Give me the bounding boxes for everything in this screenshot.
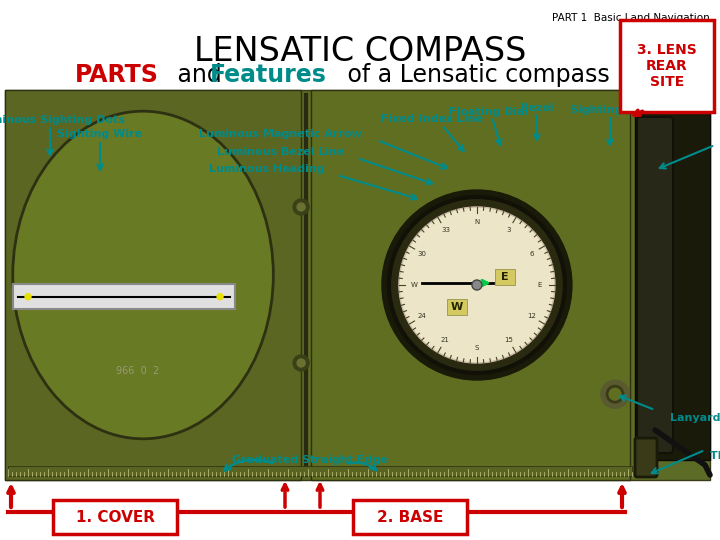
Bar (5, 90, 710, 480)
Circle shape (389, 197, 565, 373)
Text: Luminous Sighting Dots: Luminous Sighting Dots (0, 115, 125, 125)
Text: E: E (501, 272, 509, 282)
FancyBboxPatch shape (637, 117, 673, 453)
Circle shape (297, 203, 305, 211)
Text: 3. LENS
REAR
SITE: 3. LENS REAR SITE (637, 43, 697, 89)
Text: 6: 6 (529, 251, 534, 256)
Text: 3: 3 (506, 227, 510, 233)
Bar (13, 284, 235, 309)
Bar (311, 90, 630, 480)
Text: 33: 33 (441, 227, 450, 233)
Text: 966  0  2: 966 0 2 (117, 366, 160, 376)
Bar (635, 110, 710, 460)
Text: LENSATIC COMPASS: LENSATIC COMPASS (194, 35, 526, 68)
Text: 21: 21 (441, 336, 450, 342)
Text: E: E (538, 282, 542, 288)
FancyBboxPatch shape (53, 500, 177, 534)
Text: 15: 15 (504, 336, 513, 342)
Text: 30: 30 (418, 251, 427, 256)
Text: Luminous Magnetic Arrow: Luminous Magnetic Arrow (199, 129, 362, 139)
Text: 1. COVER: 1. COVER (76, 510, 155, 524)
Text: Features: Features (210, 63, 327, 87)
Ellipse shape (13, 111, 274, 439)
Text: W: W (410, 282, 418, 288)
Text: 24: 24 (418, 314, 427, 320)
Bar (495, 269, 515, 285)
Text: 12: 12 (527, 314, 536, 320)
Bar (447, 299, 467, 315)
Text: Floating Dial: Floating Dial (449, 107, 528, 117)
Text: W: W (451, 302, 463, 312)
Text: PART 1  Basic Land Navigation: PART 1 Basic Land Navigation (552, 13, 710, 23)
Circle shape (399, 207, 555, 363)
FancyBboxPatch shape (635, 438, 657, 477)
Text: and: and (170, 63, 229, 87)
Text: Sighting Wire: Sighting Wire (58, 129, 143, 139)
FancyBboxPatch shape (353, 500, 467, 534)
Text: Luminous Bezel Line: Luminous Bezel Line (217, 147, 345, 157)
Text: PARTS: PARTS (75, 63, 159, 87)
Text: 2. BASE: 2. BASE (377, 510, 444, 524)
FancyBboxPatch shape (620, 20, 714, 112)
Circle shape (297, 359, 305, 367)
Text: S: S (474, 345, 479, 351)
Text: Lanyard Ring: Lanyard Ring (670, 413, 720, 423)
Circle shape (25, 294, 31, 300)
Text: Bezel: Bezel (520, 103, 554, 113)
Text: Sighting Slot: Sighting Slot (570, 105, 650, 115)
Text: Fixed Index Line: Fixed Index Line (381, 114, 483, 124)
Circle shape (382, 190, 572, 380)
Circle shape (472, 280, 482, 290)
Circle shape (217, 294, 223, 300)
Text: Graduated Straight Edge: Graduated Straight Edge (232, 455, 388, 465)
Circle shape (293, 199, 309, 215)
Text: Thumb Loop: Thumb Loop (710, 451, 720, 461)
Text: Luminous Heading: Luminous Heading (210, 164, 325, 174)
Text: N: N (474, 219, 480, 225)
Text: of a Lensatic compass: of a Lensatic compass (340, 63, 610, 87)
Bar (5, 90, 301, 480)
Bar (8, 466, 632, 476)
Circle shape (293, 355, 309, 371)
